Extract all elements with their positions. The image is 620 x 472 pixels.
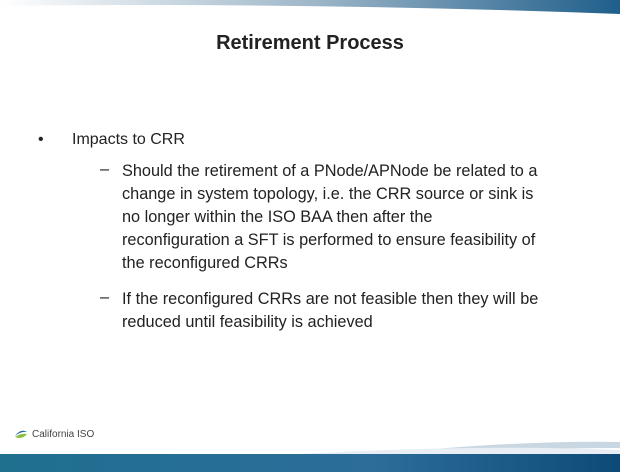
text-line: no longer within the ISO BAA then after …	[122, 208, 433, 226]
bullet-mark: •	[38, 131, 44, 148]
logo-text: California ISO	[32, 428, 95, 440]
slide-title: Retirement Process	[216, 32, 404, 54]
sub-bullet-dash: –	[100, 288, 110, 306]
text-line: the reconfigured CRRs	[122, 254, 288, 272]
footer-logo: California ISO	[14, 428, 94, 440]
sub-bullet-text: If the reconfigured CRRs are not feasibl…	[122, 288, 538, 334]
bottom-bar	[0, 441, 620, 472]
text-line: reconfiguration a SFT is performed to en…	[122, 231, 536, 249]
text-line: If the reconfigured CRRs are not feasibl…	[122, 290, 539, 308]
sub-bullet-dash: –	[100, 160, 110, 178]
sub-bullet-text: Should the retirement of a PNode/APNode …	[122, 160, 537, 275]
logo-icon	[15, 430, 27, 438]
text-line: change in system topology, i.e. the CRR …	[122, 185, 534, 203]
top-bar	[0, 0, 620, 14]
bullet-text: Impacts to CRR	[72, 131, 185, 148]
text-line: Should the retirement of a PNode/APNode …	[122, 162, 538, 180]
text-line: reduced until feasibility is achieved	[122, 313, 373, 331]
